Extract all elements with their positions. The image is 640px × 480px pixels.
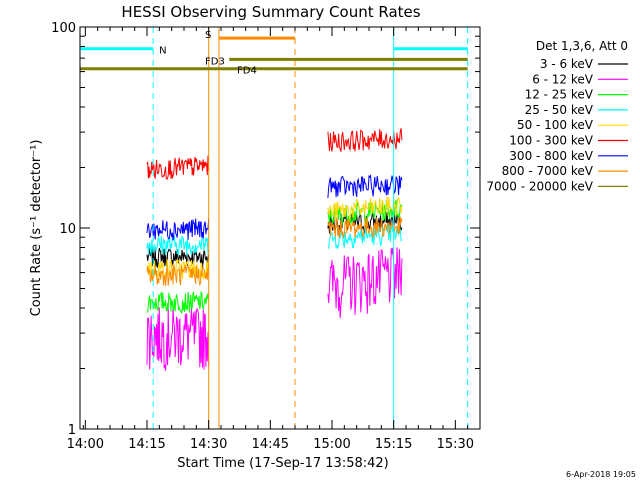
series-7-trace	[146, 173, 403, 241]
legend-label-3: 12 - 25 keV	[525, 88, 594, 102]
series-6-trace	[146, 128, 403, 181]
legend-label-6: 100 - 300 keV	[509, 134, 593, 148]
plot-frame	[79, 26, 481, 430]
x-tick-label-3: 14:30	[190, 437, 227, 452]
y-tick-label-1: 1	[68, 423, 76, 438]
chart-title: HESSI Observing Summary Count Rates	[121, 3, 420, 21]
flag-label-s: S	[205, 30, 211, 41]
series-2-trace	[146, 247, 403, 371]
x-tick-label-2: 14:15	[128, 437, 165, 452]
footer-date: 6-Apr-2018 19:05	[566, 470, 636, 479]
legend-label-7: 300 - 800 keV	[509, 149, 593, 163]
x-axis-label: Start Time (17-Sep-17 13:58:42)	[177, 456, 388, 471]
flag-label-n: N	[159, 46, 166, 57]
axes: 14:00 14:15 14:30 14:45 15:00 15:15 15:30 1 10 10…	[51, 21, 481, 452]
x-tick-label-7: 15:30	[437, 437, 474, 452]
legend-label-5: 50 - 100 keV	[517, 118, 594, 132]
legend-label-4: 25 - 50 keV	[525, 103, 594, 117]
legend-label-2: 6 - 12 keV	[532, 72, 594, 86]
y-tick-label-2: 10	[59, 222, 76, 237]
x-tick-label-4: 14:45	[252, 437, 289, 452]
x-tick-label-5: 15:00	[313, 437, 350, 452]
x-tick-label-6: 15:15	[375, 437, 412, 452]
legend-label-8: 800 - 7000 keV	[502, 164, 594, 178]
legend-title: Det 1,3,6, Att 0	[536, 39, 628, 53]
flag-label-fd3: FD3	[205, 56, 225, 67]
flag-label-fd4: FD4	[237, 66, 257, 77]
y-axis-label: Count Rate (s⁻¹ detector⁻¹)	[29, 140, 44, 317]
plot-area: N S FD3 FD4	[79, 27, 469, 429]
series-8-trace	[146, 216, 403, 287]
x-tick-label-1: 14:00	[67, 437, 104, 452]
y-tick-label-3: 100	[51, 21, 76, 36]
series-4-trace	[146, 223, 403, 256]
legend-label-1: 3 - 6 keV	[540, 57, 594, 71]
legend-label-9: 7000 - 20000 keV	[486, 179, 593, 193]
